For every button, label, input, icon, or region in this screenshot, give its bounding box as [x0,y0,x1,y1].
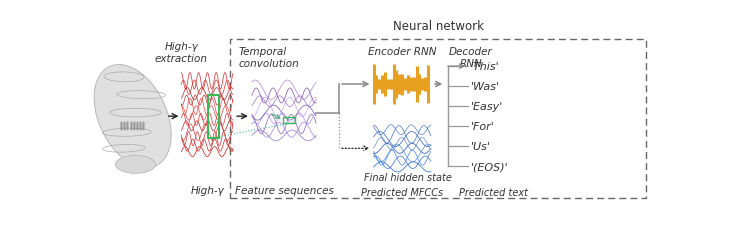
Ellipse shape [94,65,171,168]
Text: Final hidden state: Final hidden state [364,172,452,182]
Text: 'This': 'This' [471,62,500,72]
Text: Decoder
RNN: Decoder RNN [449,47,493,69]
Text: Predicted text: Predicted text [460,187,528,197]
Text: '(EOS)': '(EOS)' [471,161,508,171]
Bar [230,40,646,198]
Ellipse shape [115,156,155,173]
Text: High-γ: High-γ [190,185,224,195]
Text: 'Us': 'Us' [471,142,491,152]
Text: 'Easy': 'Easy' [471,102,503,112]
Text: Encoder RNN: Encoder RNN [368,47,437,57]
Bar [283,118,295,124]
Text: Feature sequences: Feature sequences [235,185,334,195]
Text: Temporal
convolution: Temporal convolution [239,47,300,69]
Text: 'Was': 'Was' [471,82,500,92]
Text: 'For': 'For' [471,122,495,132]
Text: Predicted MFCCs: Predicted MFCCs [361,187,443,197]
Text: High-γ
extraction: High-γ extraction [155,42,208,64]
Bar [209,95,219,138]
Text: Neural network: Neural network [392,20,483,33]
